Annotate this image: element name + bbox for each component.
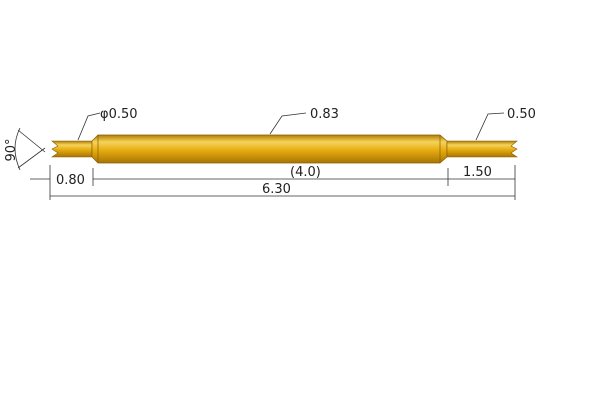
right-plunger xyxy=(446,140,518,158)
total-length-label: 6.30 xyxy=(262,182,291,197)
right-tip-length-label: 1.50 xyxy=(463,165,492,180)
left-tip-length-label: 0.80 xyxy=(56,173,85,188)
barrel-length-label: (4.0) xyxy=(290,165,321,180)
angle-label: 90° xyxy=(4,138,19,161)
barrel-diameter-label: 0.83 xyxy=(310,107,339,122)
angle-dimension: 90° xyxy=(4,127,46,171)
barrel xyxy=(91,134,448,164)
left-plunger xyxy=(51,140,93,158)
length-dimensions: 0.80 (4.0) 1.50 6.30 xyxy=(30,165,515,197)
left-tip-diameter-label: φ0.50 xyxy=(100,107,138,122)
right-tip-diameter-label: 0.50 xyxy=(507,107,536,122)
